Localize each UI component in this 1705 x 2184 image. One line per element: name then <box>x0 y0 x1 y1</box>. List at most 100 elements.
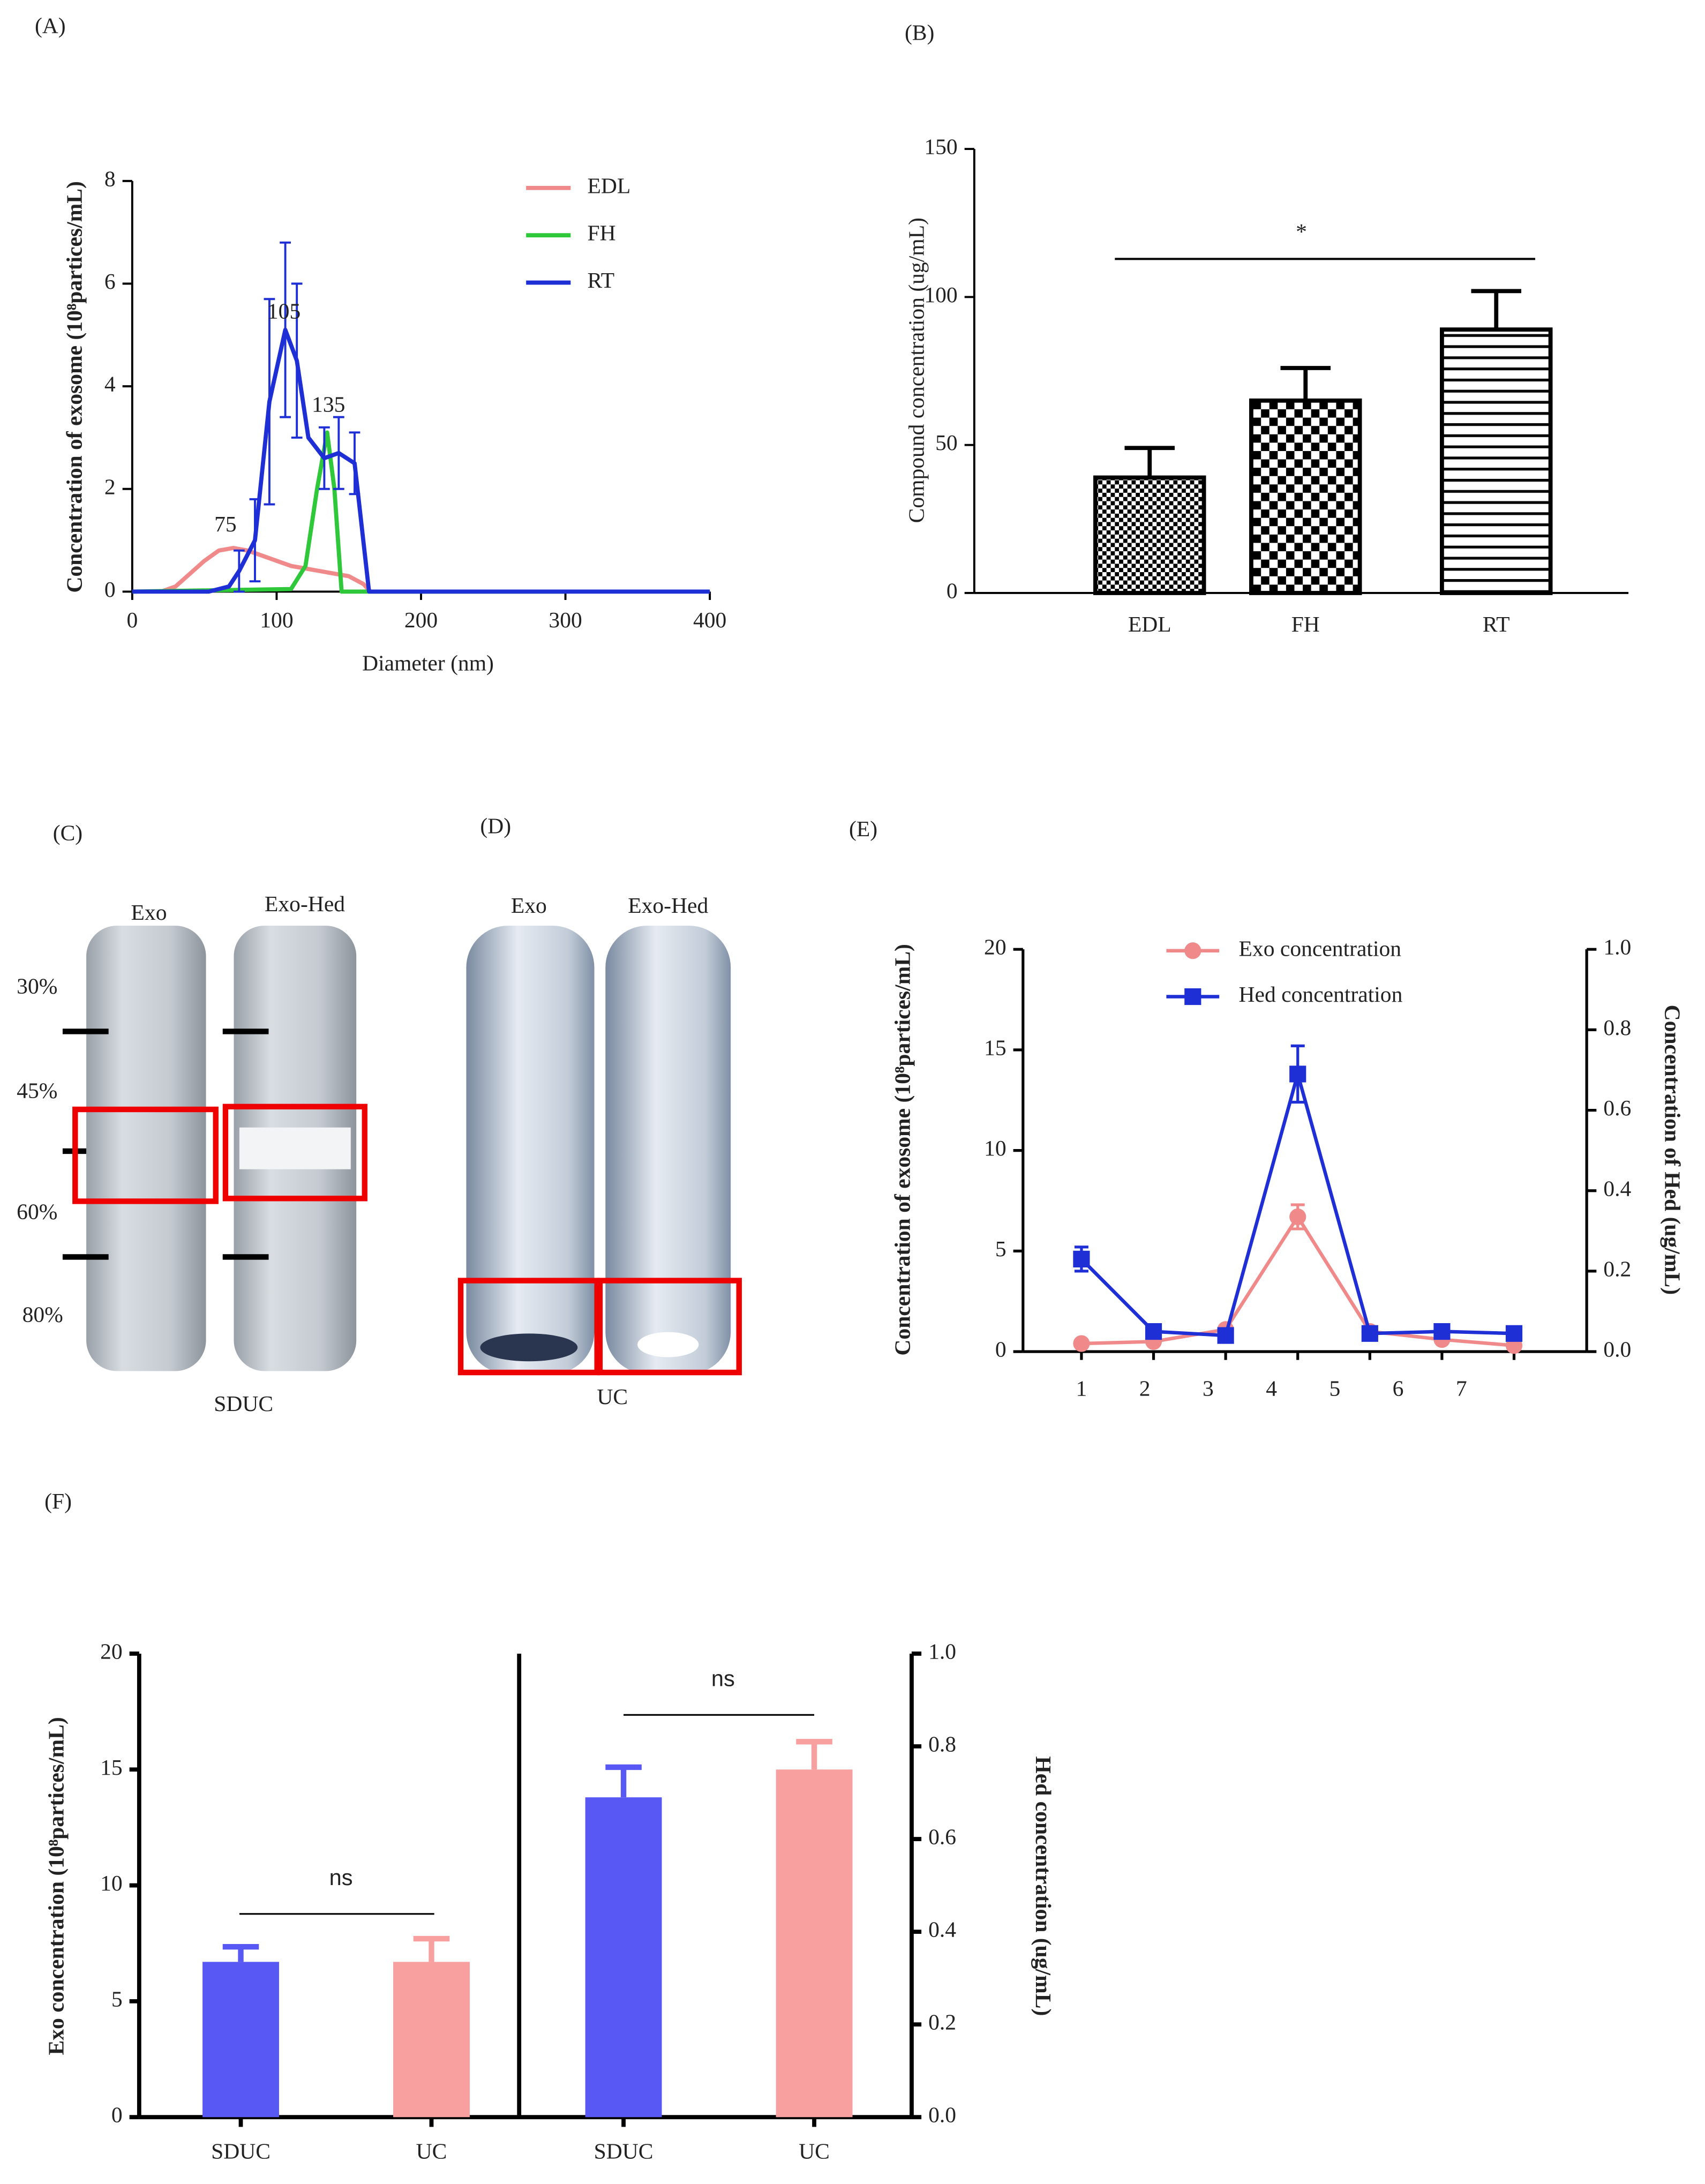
y-tick-label: 8 <box>104 166 116 191</box>
panel-label: (C) <box>53 821 82 846</box>
gradient-label: 60% <box>17 1199 57 1224</box>
error-bar <box>280 241 291 418</box>
y-tick-label: 150 <box>924 134 957 159</box>
marker <box>1217 1327 1234 1344</box>
error-bar <box>413 1935 450 1962</box>
highlight-box <box>597 1278 742 1376</box>
y-tick-label: 100 <box>924 282 957 307</box>
y-tick-label: 5 <box>111 1986 123 2011</box>
tube <box>466 925 595 1374</box>
error-bar <box>233 549 245 593</box>
x-tick-label: RT <box>1483 612 1510 636</box>
y-tick-label: 10 <box>100 1871 123 1895</box>
panel-label: (E) <box>849 816 877 842</box>
x-tick-label: 6 <box>1393 1376 1404 1400</box>
annotation: 75 <box>214 512 237 536</box>
marker <box>1505 1325 1523 1342</box>
photo-panel-d: (D) Exo Exo-Hed UC <box>457 814 742 1409</box>
y-tick-label: 0.4 <box>1603 1176 1631 1200</box>
legend-label: Exo concentration <box>1239 936 1402 960</box>
x-axis-title: Diameter (nm) <box>362 651 494 676</box>
y-tick-label: 0.2 <box>1603 1256 1631 1281</box>
x-tick-label: EDL <box>1128 612 1171 636</box>
y-tick-label: 4 <box>104 372 116 396</box>
data-line <box>132 327 710 594</box>
highlight-box <box>222 1104 367 1202</box>
error-bar <box>1280 366 1331 401</box>
marker <box>1433 1323 1451 1340</box>
error-bar <box>318 426 330 490</box>
x-tick-label: 2 <box>1139 1376 1151 1400</box>
x-tick-label: 400 <box>693 607 726 632</box>
x-tick-label: 300 <box>549 607 582 632</box>
bar <box>202 1962 279 2118</box>
legend-label: Hed concentration <box>1239 982 1403 1007</box>
error-bar <box>291 282 303 439</box>
error-bar <box>1124 446 1175 478</box>
y-tick-label: 0.4 <box>928 1917 956 1942</box>
error-bar <box>333 416 344 490</box>
axis-title: Hed concentration (ug/mL) <box>1031 1756 1056 2016</box>
panel-label: (F) <box>44 1489 72 1514</box>
error-bar <box>264 298 275 506</box>
gradient-label: 45% <box>17 1078 57 1102</box>
error-bar <box>605 1764 642 1798</box>
x-tick-label: 3 <box>1203 1376 1214 1400</box>
y-tick-label: 0.0 <box>928 2103 956 2127</box>
axis-title: Compound concentration (ug/mL) <box>904 217 929 523</box>
panel-label: (A) <box>35 13 66 39</box>
error-bar <box>1471 289 1522 330</box>
y-tick-label: 0 <box>111 2103 123 2127</box>
y-tick-label: 5 <box>995 1236 1007 1261</box>
panel-label: (D) <box>480 814 511 839</box>
tube-label: Exo <box>131 900 167 925</box>
x-tick-label: UC <box>416 2138 447 2163</box>
tube-label: Exo <box>511 893 547 918</box>
gradient-label: 80% <box>22 1302 63 1327</box>
annotation: 135 <box>312 392 345 416</box>
y-tick-label: 20 <box>984 935 1007 959</box>
bar <box>585 1797 662 2118</box>
x-tick-label: 4 <box>1266 1376 1277 1400</box>
x-tick-label: 0 <box>126 607 138 632</box>
data-line <box>132 430 566 594</box>
legend-label: EDL <box>588 173 631 198</box>
error-bar <box>249 498 261 583</box>
bar <box>776 1769 853 2118</box>
y-tick-label: 15 <box>100 1755 123 1780</box>
y-tick-label: 1.0 <box>1603 935 1631 959</box>
y-tick-label: 6 <box>104 269 116 294</box>
x-tick-label: 200 <box>404 607 438 632</box>
y-tick-label: 0.6 <box>928 1825 956 1849</box>
legend-marker <box>1184 988 1201 1005</box>
error-bar <box>349 431 360 496</box>
annotation: ns <box>711 1665 735 1691</box>
x-tick-label: SDUC <box>211 2138 271 2163</box>
marker <box>1289 1208 1306 1226</box>
legend-label: RT <box>588 268 615 292</box>
tube <box>605 925 731 1374</box>
bar <box>1249 398 1362 595</box>
legend-label: FH <box>588 221 616 245</box>
y-tick-label: 15 <box>984 1035 1007 1060</box>
y-tick-label: 10 <box>984 1136 1007 1160</box>
x-tick-label: 1 <box>1076 1376 1087 1400</box>
caption: UC <box>597 1384 628 1409</box>
y-tick-label: 1.0 <box>928 1639 956 1663</box>
gradient-label: 30% <box>17 973 57 998</box>
y-tick-label: 0.0 <box>1603 1337 1631 1362</box>
tube-label: Exo-Hed <box>265 891 345 916</box>
annotation: ns <box>329 1865 353 1890</box>
y-tick-label: 2 <box>104 474 116 499</box>
y-tick-label: 0.8 <box>1603 1015 1631 1040</box>
axis-title: Concentration of exosome (10⁸partices/mL… <box>890 944 915 1356</box>
error-bar <box>222 1944 259 1962</box>
marker <box>1073 1250 1090 1267</box>
marker <box>1145 1323 1162 1340</box>
y-tick-label: 20 <box>100 1639 123 1663</box>
legend-marker <box>1184 942 1201 959</box>
marker <box>1361 1325 1378 1342</box>
caption: SDUC <box>214 1391 273 1416</box>
y-tick-label: 0 <box>947 579 958 603</box>
